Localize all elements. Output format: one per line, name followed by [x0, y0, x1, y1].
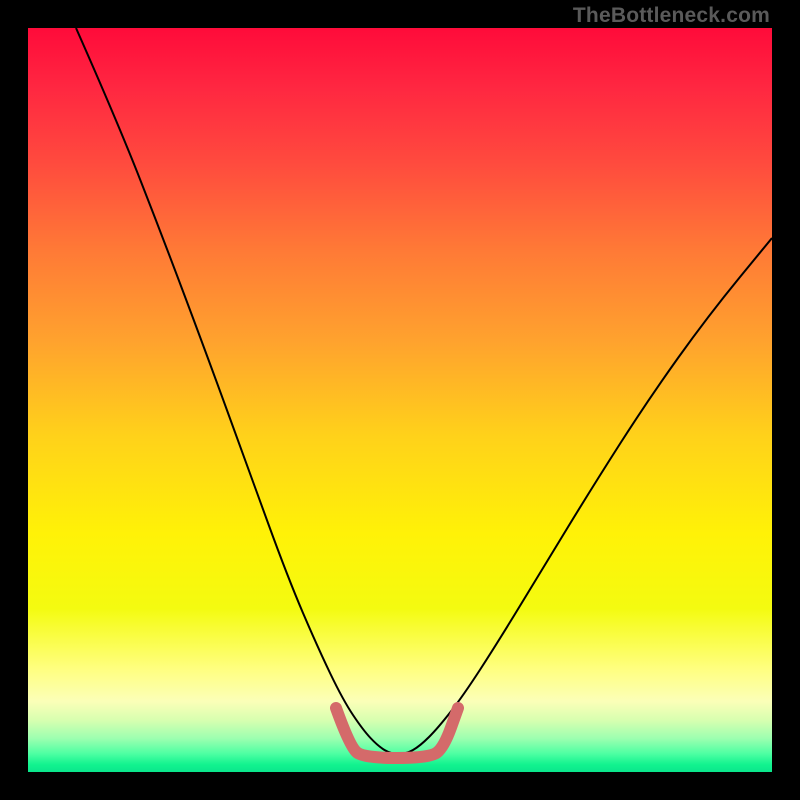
chart-frame: TheBottleneck.com: [0, 0, 800, 800]
bottleneck-curve: [76, 28, 772, 754]
plot-area: [28, 28, 772, 772]
curve-layer: [28, 28, 772, 772]
watermark-text: TheBottleneck.com: [573, 4, 770, 28]
